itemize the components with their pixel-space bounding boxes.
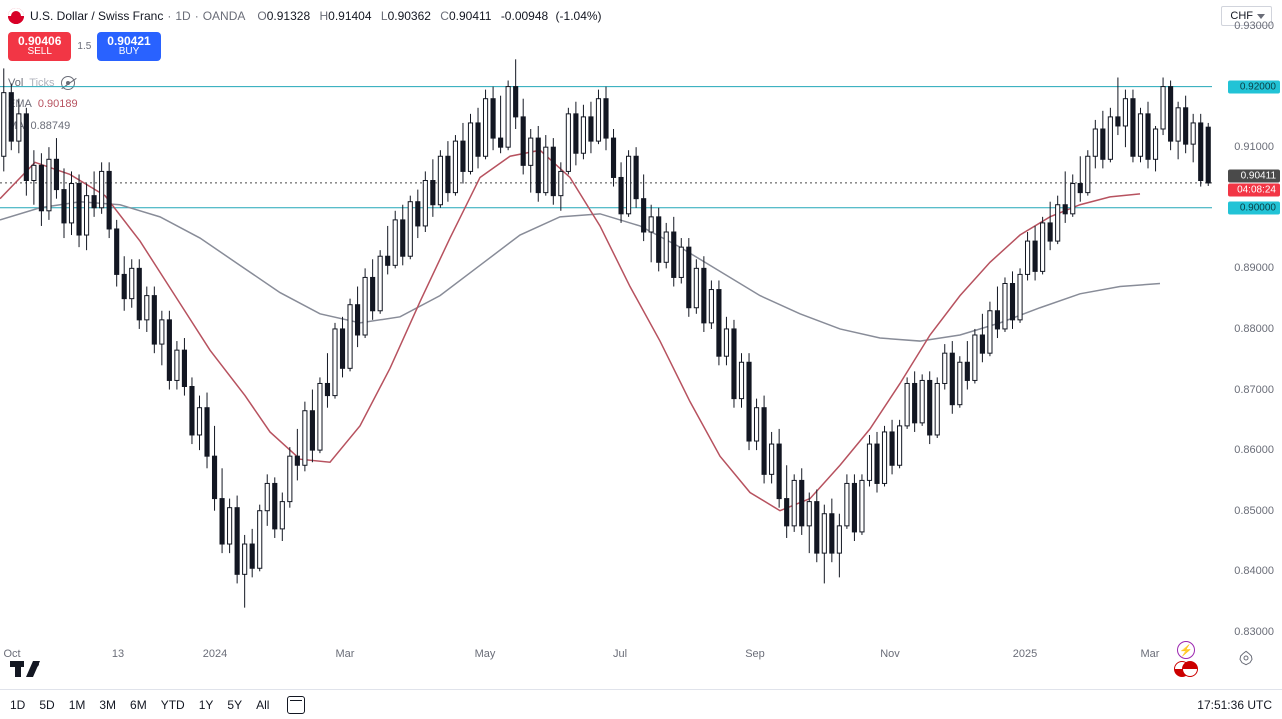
price-chart[interactable] (0, 0, 1212, 678)
time-tick: Nov (880, 648, 900, 660)
hline-upper-badge[interactable]: 0.92000 (1228, 80, 1280, 93)
price-scale[interactable]: 0.930000.920000.910000.900000.890000.880… (1212, 26, 1282, 644)
price-tick: 0.84000 (1234, 565, 1274, 577)
price-tick: 0.91000 (1234, 141, 1274, 153)
price-tick: 0.87000 (1234, 384, 1274, 396)
countdown-badge: 04:08:24 (1228, 183, 1280, 196)
provider-flags-icon (1174, 661, 1198, 677)
time-tick: 2025 (1013, 648, 1037, 660)
time-tick: 13 (112, 648, 124, 660)
price-tick: 0.86000 (1234, 444, 1274, 456)
price-tick: 0.83000 (1234, 626, 1274, 638)
price-tick: 0.93000 (1234, 20, 1274, 32)
tradingview-logo-icon (10, 659, 40, 677)
price-tick: 0.85000 (1234, 505, 1274, 517)
range-5d[interactable]: 5D (39, 698, 54, 712)
settings-icon[interactable] (1238, 650, 1254, 666)
range-1d[interactable]: 1D (10, 698, 25, 712)
calendar-icon[interactable] (287, 696, 305, 714)
time-tick: Sep (745, 648, 765, 660)
time-tick: Mar (336, 648, 355, 660)
time-tick: May (475, 648, 496, 660)
time-scale[interactable]: Oct132024MarMayJulSepNov2025Mar (0, 648, 1212, 668)
last-price-badge[interactable]: 0.90411 (1228, 169, 1280, 182)
range-1m[interactable]: 1M (69, 698, 86, 712)
price-tick: 0.89000 (1234, 262, 1274, 274)
range-all[interactable]: All (256, 698, 269, 712)
data-attribution: ⚡ (1174, 641, 1198, 677)
range-toolbar: 1D 5D 1M 3M 6M YTD 1Y 5Y All 17:51:36 UTC (0, 689, 1282, 719)
time-tick: Jul (613, 648, 627, 660)
hline-lower-badge[interactable]: 0.90000 (1228, 201, 1280, 214)
range-5y[interactable]: 5Y (227, 698, 242, 712)
range-6m[interactable]: 6M (130, 698, 147, 712)
range-3m[interactable]: 3M (99, 698, 116, 712)
range-ytd[interactable]: YTD (161, 698, 185, 712)
range-1y[interactable]: 1Y (199, 698, 214, 712)
clock-readout: 17:51:36 UTC (1197, 698, 1272, 712)
price-tick: 0.88000 (1234, 323, 1274, 335)
bolt-icon[interactable]: ⚡ (1177, 641, 1195, 659)
time-tick: Mar (1141, 648, 1160, 660)
time-tick: 2024 (203, 648, 227, 660)
